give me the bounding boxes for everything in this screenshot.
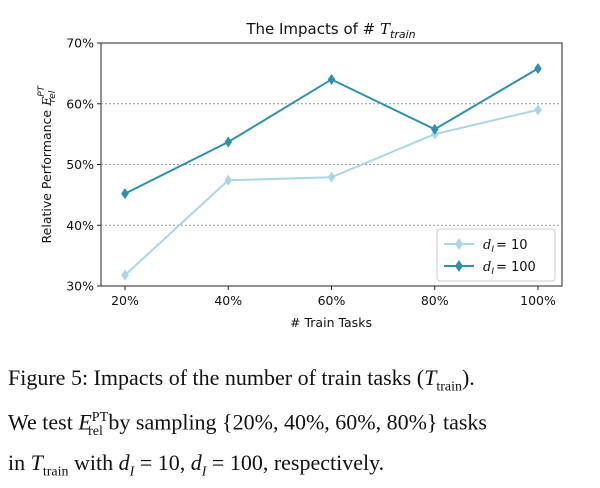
y-tick-label: 60% xyxy=(66,96,94,111)
y-axis-ticks: 30% 40% 50% 60% 70% xyxy=(66,36,101,294)
series-lines xyxy=(121,63,542,281)
legend-label-d100: dI = 100 xyxy=(483,260,536,277)
data-point-marker xyxy=(534,104,542,116)
x-axis-label: # Train Tasks xyxy=(290,315,372,330)
y-tick-label: 70% xyxy=(66,36,94,51)
data-point-marker xyxy=(327,171,336,183)
data-point-marker xyxy=(430,123,439,135)
legend-label-d10: dI = 10 xyxy=(483,238,528,255)
figure-caption: Figure 5: Impacts of the number of train… xyxy=(8,362,598,488)
caption-line-2: We test EPTrel by sampling {20%, 40%, 60… xyxy=(8,409,487,440)
y-tick-label: 30% xyxy=(66,279,94,294)
grid-lines xyxy=(101,103,562,226)
x-axis-ticks: 20% 40% 60% 80% 100% xyxy=(111,286,556,308)
x-tick-label: 20% xyxy=(111,293,139,308)
x-tick-label: 100% xyxy=(520,293,556,308)
data-point-marker xyxy=(534,63,542,75)
chart-title: The Impacts of # Ttrain xyxy=(245,20,415,41)
y-axis-label: Relative Performance EPTrel xyxy=(37,84,58,243)
data-point-marker xyxy=(224,136,233,148)
y-tick-label: 40% xyxy=(66,218,94,233)
caption-line-3: in Ttrain with dI = 10, dI = 100, respec… xyxy=(8,450,385,480)
legend-marker-d10 xyxy=(455,238,463,250)
caption-line-1: Figure 5: Impacts of the number of train… xyxy=(8,365,475,395)
data-point-marker xyxy=(327,73,336,85)
line-chart: The Impacts of # Ttrain 30%40%50%60%70% … xyxy=(37,20,563,330)
x-tick-label: 80% xyxy=(421,293,449,308)
data-point-marker xyxy=(121,269,129,281)
legend: dI = 10 dI = 100 xyxy=(436,228,556,282)
data-point-marker xyxy=(121,188,129,200)
data-point-marker xyxy=(224,174,233,186)
legend-box xyxy=(436,228,556,282)
x-tick-label: 40% xyxy=(214,293,242,308)
y-tick-label: 50% xyxy=(66,157,94,172)
x-tick-label: 60% xyxy=(318,293,346,308)
legend-marker-d100 xyxy=(455,260,463,272)
